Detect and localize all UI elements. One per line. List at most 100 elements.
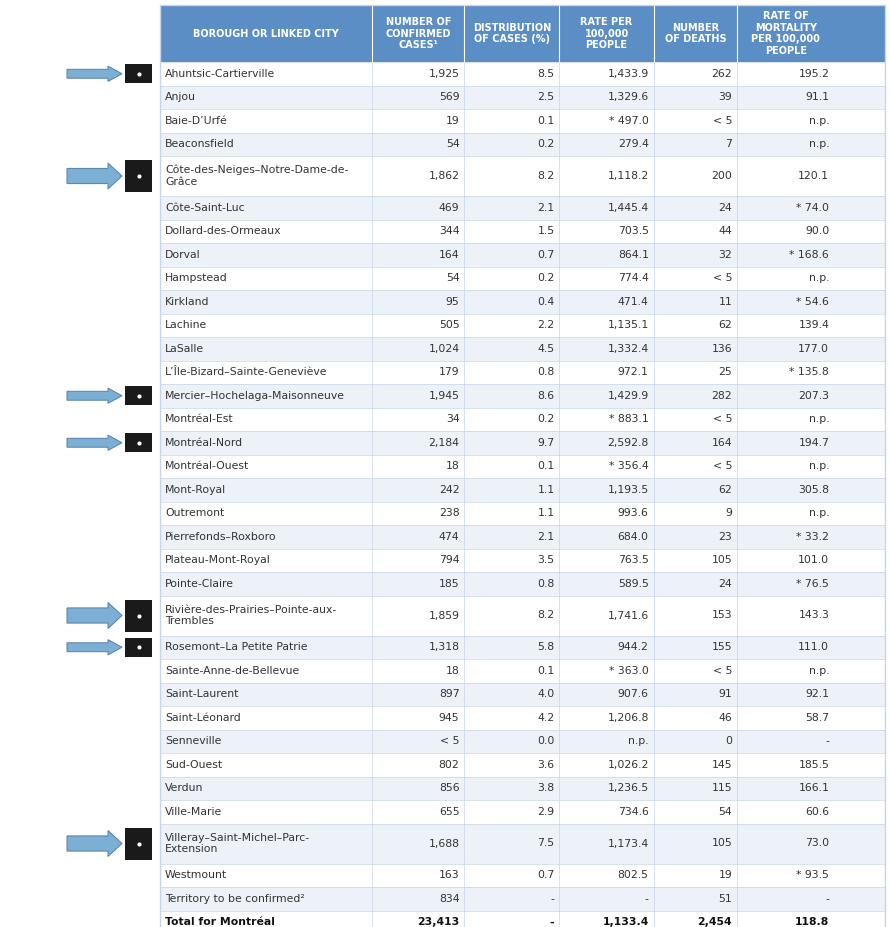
Text: 1,741.6: 1,741.6 [608, 611, 649, 620]
Text: 7: 7 [725, 139, 732, 149]
Text: 864.1: 864.1 [618, 249, 649, 260]
Text: * 356.4: * 356.4 [609, 462, 649, 471]
Bar [160, 863, 885, 887]
Text: 0.2: 0.2 [538, 414, 554, 425]
Text: 907.6: 907.6 [618, 690, 649, 699]
Text: 101.0: 101.0 [798, 555, 829, 565]
FancyArrow shape [67, 388, 122, 403]
Text: * 33.2: * 33.2 [797, 532, 829, 541]
Text: LaSalle: LaSalle [165, 344, 204, 354]
Bar [160, 85, 885, 109]
Bar [160, 408, 885, 431]
Text: NUMBER OF
CONFIRMED
CASES¹: NUMBER OF CONFIRMED CASES¹ [385, 17, 451, 50]
Text: 8.5: 8.5 [538, 69, 554, 79]
Text: 1,429.9: 1,429.9 [608, 391, 649, 400]
Bar [160, 682, 885, 706]
Text: 1,925: 1,925 [428, 69, 459, 79]
Text: Hampstead: Hampstead [165, 273, 228, 284]
Text: Saint-Léonard: Saint-Léonard [165, 713, 241, 723]
Text: 856: 856 [439, 783, 459, 794]
Text: 972.1: 972.1 [618, 367, 649, 377]
Text: RATE OF
MORTALITY
PER 100,000
PEOPLE: RATE OF MORTALITY PER 100,000 PEOPLE [751, 11, 820, 56]
Text: 111.0: 111.0 [798, 642, 829, 653]
Text: * 168.6: * 168.6 [789, 249, 829, 260]
Text: Verdun: Verdun [165, 783, 204, 794]
Text: 1,206.8: 1,206.8 [607, 713, 649, 723]
Text: < 5: < 5 [713, 273, 732, 284]
Bar [125, 64, 152, 83]
Bar [160, 753, 885, 777]
Text: 944.2: 944.2 [618, 642, 649, 653]
Text: Baie-D’Urfé: Baie-D’Urfé [165, 116, 228, 126]
Text: Westmount: Westmount [165, 870, 227, 881]
Text: 2.1: 2.1 [538, 203, 554, 213]
Text: 44: 44 [718, 226, 732, 236]
Text: 1,236.5: 1,236.5 [608, 783, 649, 794]
Text: 25: 25 [718, 367, 732, 377]
Text: NUMBER
OF DEATHS: NUMBER OF DEATHS [665, 22, 726, 44]
Text: Senneville: Senneville [165, 736, 222, 746]
Text: Sud-Ouest: Sud-Ouest [165, 760, 222, 769]
Text: -: - [825, 736, 829, 746]
Text: 34: 34 [446, 414, 459, 425]
Text: 136: 136 [711, 344, 732, 354]
Text: 194.7: 194.7 [798, 438, 829, 448]
Text: 2,184: 2,184 [428, 438, 459, 448]
Text: Mercier–Hochelaga-Maisonneuve: Mercier–Hochelaga-Maisonneuve [165, 391, 345, 400]
Text: 4.2: 4.2 [538, 713, 554, 723]
FancyArrow shape [67, 640, 122, 654]
Text: n.p.: n.p. [809, 116, 829, 126]
Text: 4.5: 4.5 [538, 344, 554, 354]
Text: Ville-Marie: Ville-Marie [165, 806, 222, 817]
Text: Pointe-Claire: Pointe-Claire [165, 578, 234, 589]
Text: 46: 46 [718, 713, 732, 723]
Text: n.p.: n.p. [809, 462, 829, 471]
Text: 0.0: 0.0 [537, 736, 554, 746]
Text: 1,859: 1,859 [428, 611, 459, 620]
Text: 305.8: 305.8 [798, 485, 829, 495]
Text: 118.8: 118.8 [795, 917, 829, 927]
Bar [160, 800, 885, 823]
Text: 0.1: 0.1 [538, 666, 554, 676]
Bar [125, 160, 152, 192]
Text: 139.4: 139.4 [798, 320, 829, 330]
Text: 469: 469 [439, 203, 459, 213]
Text: 51: 51 [718, 894, 732, 904]
Text: DISTRIBUTION
OF CASES (%): DISTRIBUTION OF CASES (%) [473, 22, 551, 44]
Bar [160, 109, 885, 133]
Text: -: - [550, 917, 554, 927]
Text: 2.1: 2.1 [538, 532, 554, 541]
Bar [160, 361, 885, 384]
Text: 54: 54 [718, 806, 732, 817]
Text: 505: 505 [439, 320, 459, 330]
Text: 73.0: 73.0 [805, 839, 829, 848]
Text: 62: 62 [718, 485, 732, 495]
Text: Côte-Saint-Luc: Côte-Saint-Luc [165, 203, 245, 213]
Text: Kirkland: Kirkland [165, 297, 209, 307]
Bar [160, 133, 885, 156]
Text: 344: 344 [439, 226, 459, 236]
Text: Sainte-Anne-de-Bellevue: Sainte-Anne-de-Bellevue [165, 666, 299, 676]
FancyArrow shape [67, 163, 122, 189]
Bar [160, 266, 885, 290]
Text: 0.2: 0.2 [538, 273, 554, 284]
Text: 9.7: 9.7 [538, 438, 554, 448]
Text: 185.5: 185.5 [798, 760, 829, 769]
Text: Anjou: Anjou [165, 93, 196, 102]
Text: 1,862: 1,862 [428, 171, 459, 181]
Text: 18: 18 [446, 462, 459, 471]
Text: 794: 794 [439, 555, 459, 565]
Bar [160, 572, 885, 595]
Text: 105: 105 [711, 839, 732, 848]
Text: 4.0: 4.0 [538, 690, 554, 699]
Text: 0.7: 0.7 [538, 249, 554, 260]
Text: n.p.: n.p. [809, 273, 829, 284]
Text: 569: 569 [439, 93, 459, 102]
Text: 155: 155 [711, 642, 732, 653]
Text: Villeray–Saint-Michel–Parc-
Extension: Villeray–Saint-Michel–Parc- Extension [165, 832, 310, 855]
Text: 945: 945 [439, 713, 459, 723]
Text: 54: 54 [446, 139, 459, 149]
Text: Montréal-Est: Montréal-Est [165, 414, 233, 425]
Bar [160, 730, 885, 753]
Text: 105: 105 [711, 555, 732, 565]
